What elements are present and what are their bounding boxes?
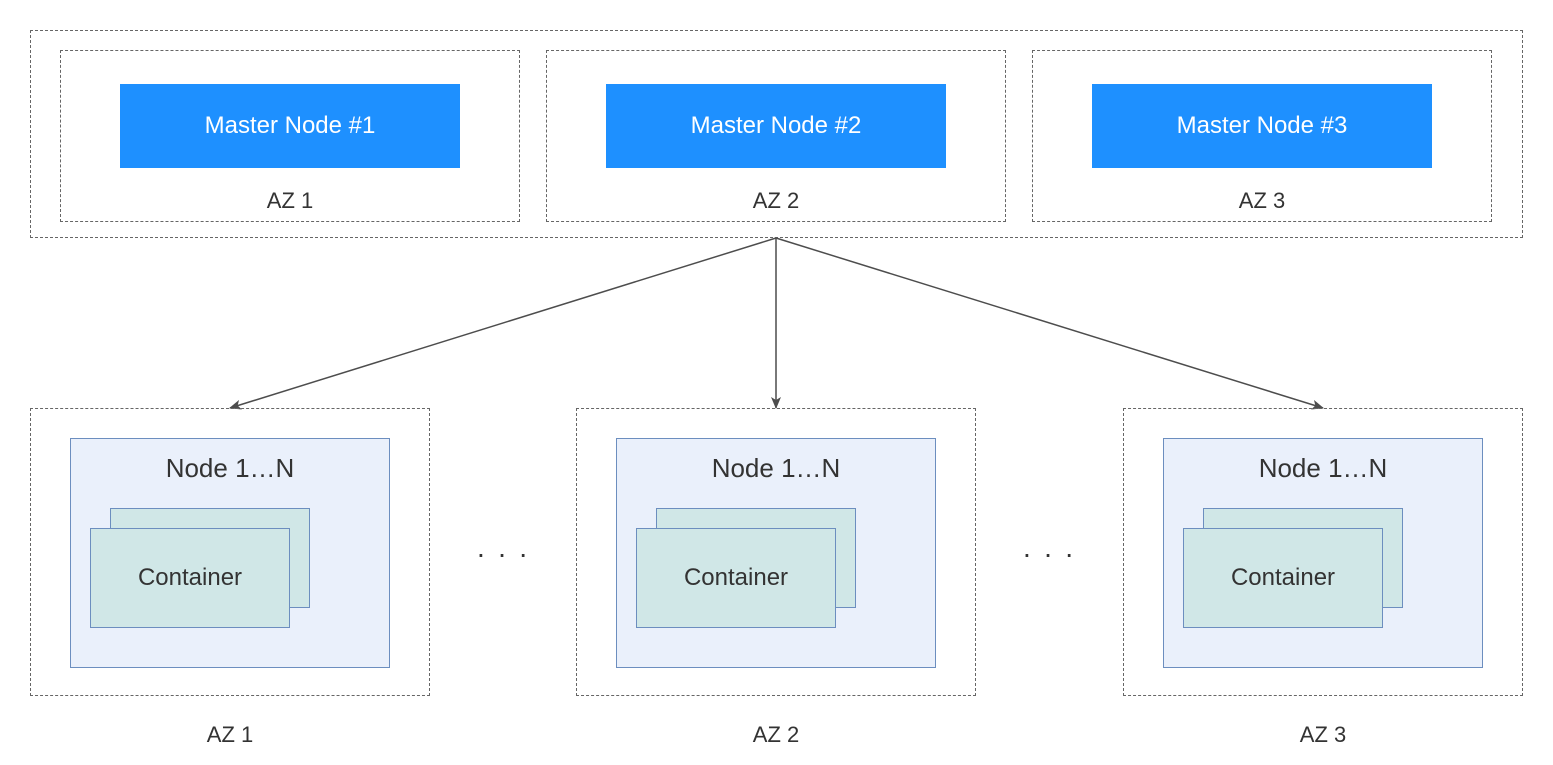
worker-node-label: Node 1…N <box>70 453 390 484</box>
master-node: Master Node #2 <box>606 84 946 168</box>
container-box-front: Container <box>636 528 836 628</box>
container-box-front: Container <box>1183 528 1383 628</box>
master-node: Master Node #3 <box>1092 84 1432 168</box>
container-label: Container <box>684 564 788 592</box>
master-node: Master Node #1 <box>120 84 460 168</box>
master-az-label: AZ 2 <box>546 188 1006 214</box>
container-label: Container <box>1231 564 1335 592</box>
arrow-line <box>776 238 1323 408</box>
container-label: Container <box>138 564 242 592</box>
master-az-label: AZ 1 <box>60 188 520 214</box>
worker-az-label: AZ 1 <box>30 722 430 748</box>
arrow-line <box>230 238 776 408</box>
worker-node-label: Node 1…N <box>616 453 936 484</box>
container-box-front: Container <box>90 528 290 628</box>
master-node-label: Master Node #3 <box>1177 112 1348 140</box>
worker-node-label: Node 1…N <box>1163 453 1483 484</box>
master-node-label: Master Node #1 <box>205 112 376 140</box>
ellipsis: · · · <box>473 538 533 570</box>
master-node-label: Master Node #2 <box>691 112 862 140</box>
master-az-label: AZ 3 <box>1032 188 1492 214</box>
worker-az-label: AZ 3 <box>1123 722 1523 748</box>
worker-az-label: AZ 2 <box>576 722 976 748</box>
ellipsis: · · · <box>1019 538 1079 570</box>
